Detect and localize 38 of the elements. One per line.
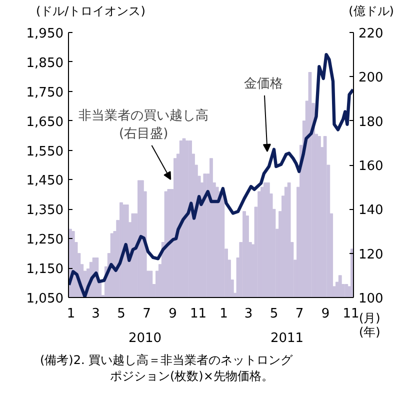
y2-tick-label: 220 xyxy=(358,26,384,42)
x-tick-label: 5 xyxy=(117,306,126,322)
x-tick-label: 7 xyxy=(142,306,151,322)
x-tick-label: 7 xyxy=(295,306,304,322)
x-tick-label: 3 xyxy=(244,306,253,322)
x-tick-label: 11 xyxy=(342,306,360,322)
y-tick-label: 1,350 xyxy=(26,203,64,218)
text: 2010 xyxy=(128,331,162,347)
x-tick-label: 1 xyxy=(66,306,76,322)
x-tick-label: 9 xyxy=(321,306,330,322)
y2-tick-label: 160 xyxy=(358,159,384,174)
y-tick-label: 1,550 xyxy=(26,144,64,160)
y-axis-title: (ドル/トロイオンス) xyxy=(36,4,146,18)
y-tick-label: 1,850 xyxy=(26,56,64,71)
y-tick-label: 1,750 xyxy=(26,85,64,100)
x-tick-label: 5 xyxy=(270,306,278,322)
y-tick-label: 1,450 xyxy=(26,174,64,189)
y2-axis-title: (億ドル) xyxy=(348,4,394,18)
y-tick-label: 1,250 xyxy=(26,232,64,248)
annotation: 非当業者の買い越し高 (右目盛) xyxy=(78,107,209,142)
x-tick-label: 3 xyxy=(92,306,100,322)
y-tick-label: 1,950 xyxy=(26,26,64,42)
x-tick-label: 9 xyxy=(168,306,177,322)
text: ポジション(枚数)×先物価格。 xyxy=(110,369,274,384)
annotation: 金価格 xyxy=(244,76,283,92)
y2-tick-label: 120 xyxy=(358,247,384,262)
text: (備考)2. 買い越し高＝非当業者のネットロング xyxy=(40,353,293,368)
x-axis-title: (月) (年) xyxy=(359,311,380,340)
y2-tick-label: 200 xyxy=(358,70,384,86)
y-tick-label: 1,050 xyxy=(26,292,64,306)
x-tick-label: 1 xyxy=(220,306,228,322)
y-tick-label: 1,150 xyxy=(26,262,64,278)
text: 2011 xyxy=(270,331,304,347)
y2-tick-label: 100 xyxy=(358,292,384,306)
y-tick-label: 1,650 xyxy=(26,114,64,130)
y2-tick-label: 180 xyxy=(358,114,384,130)
y2-tick-label: 140 xyxy=(358,203,384,218)
x-tick-label: 11 xyxy=(190,306,207,322)
